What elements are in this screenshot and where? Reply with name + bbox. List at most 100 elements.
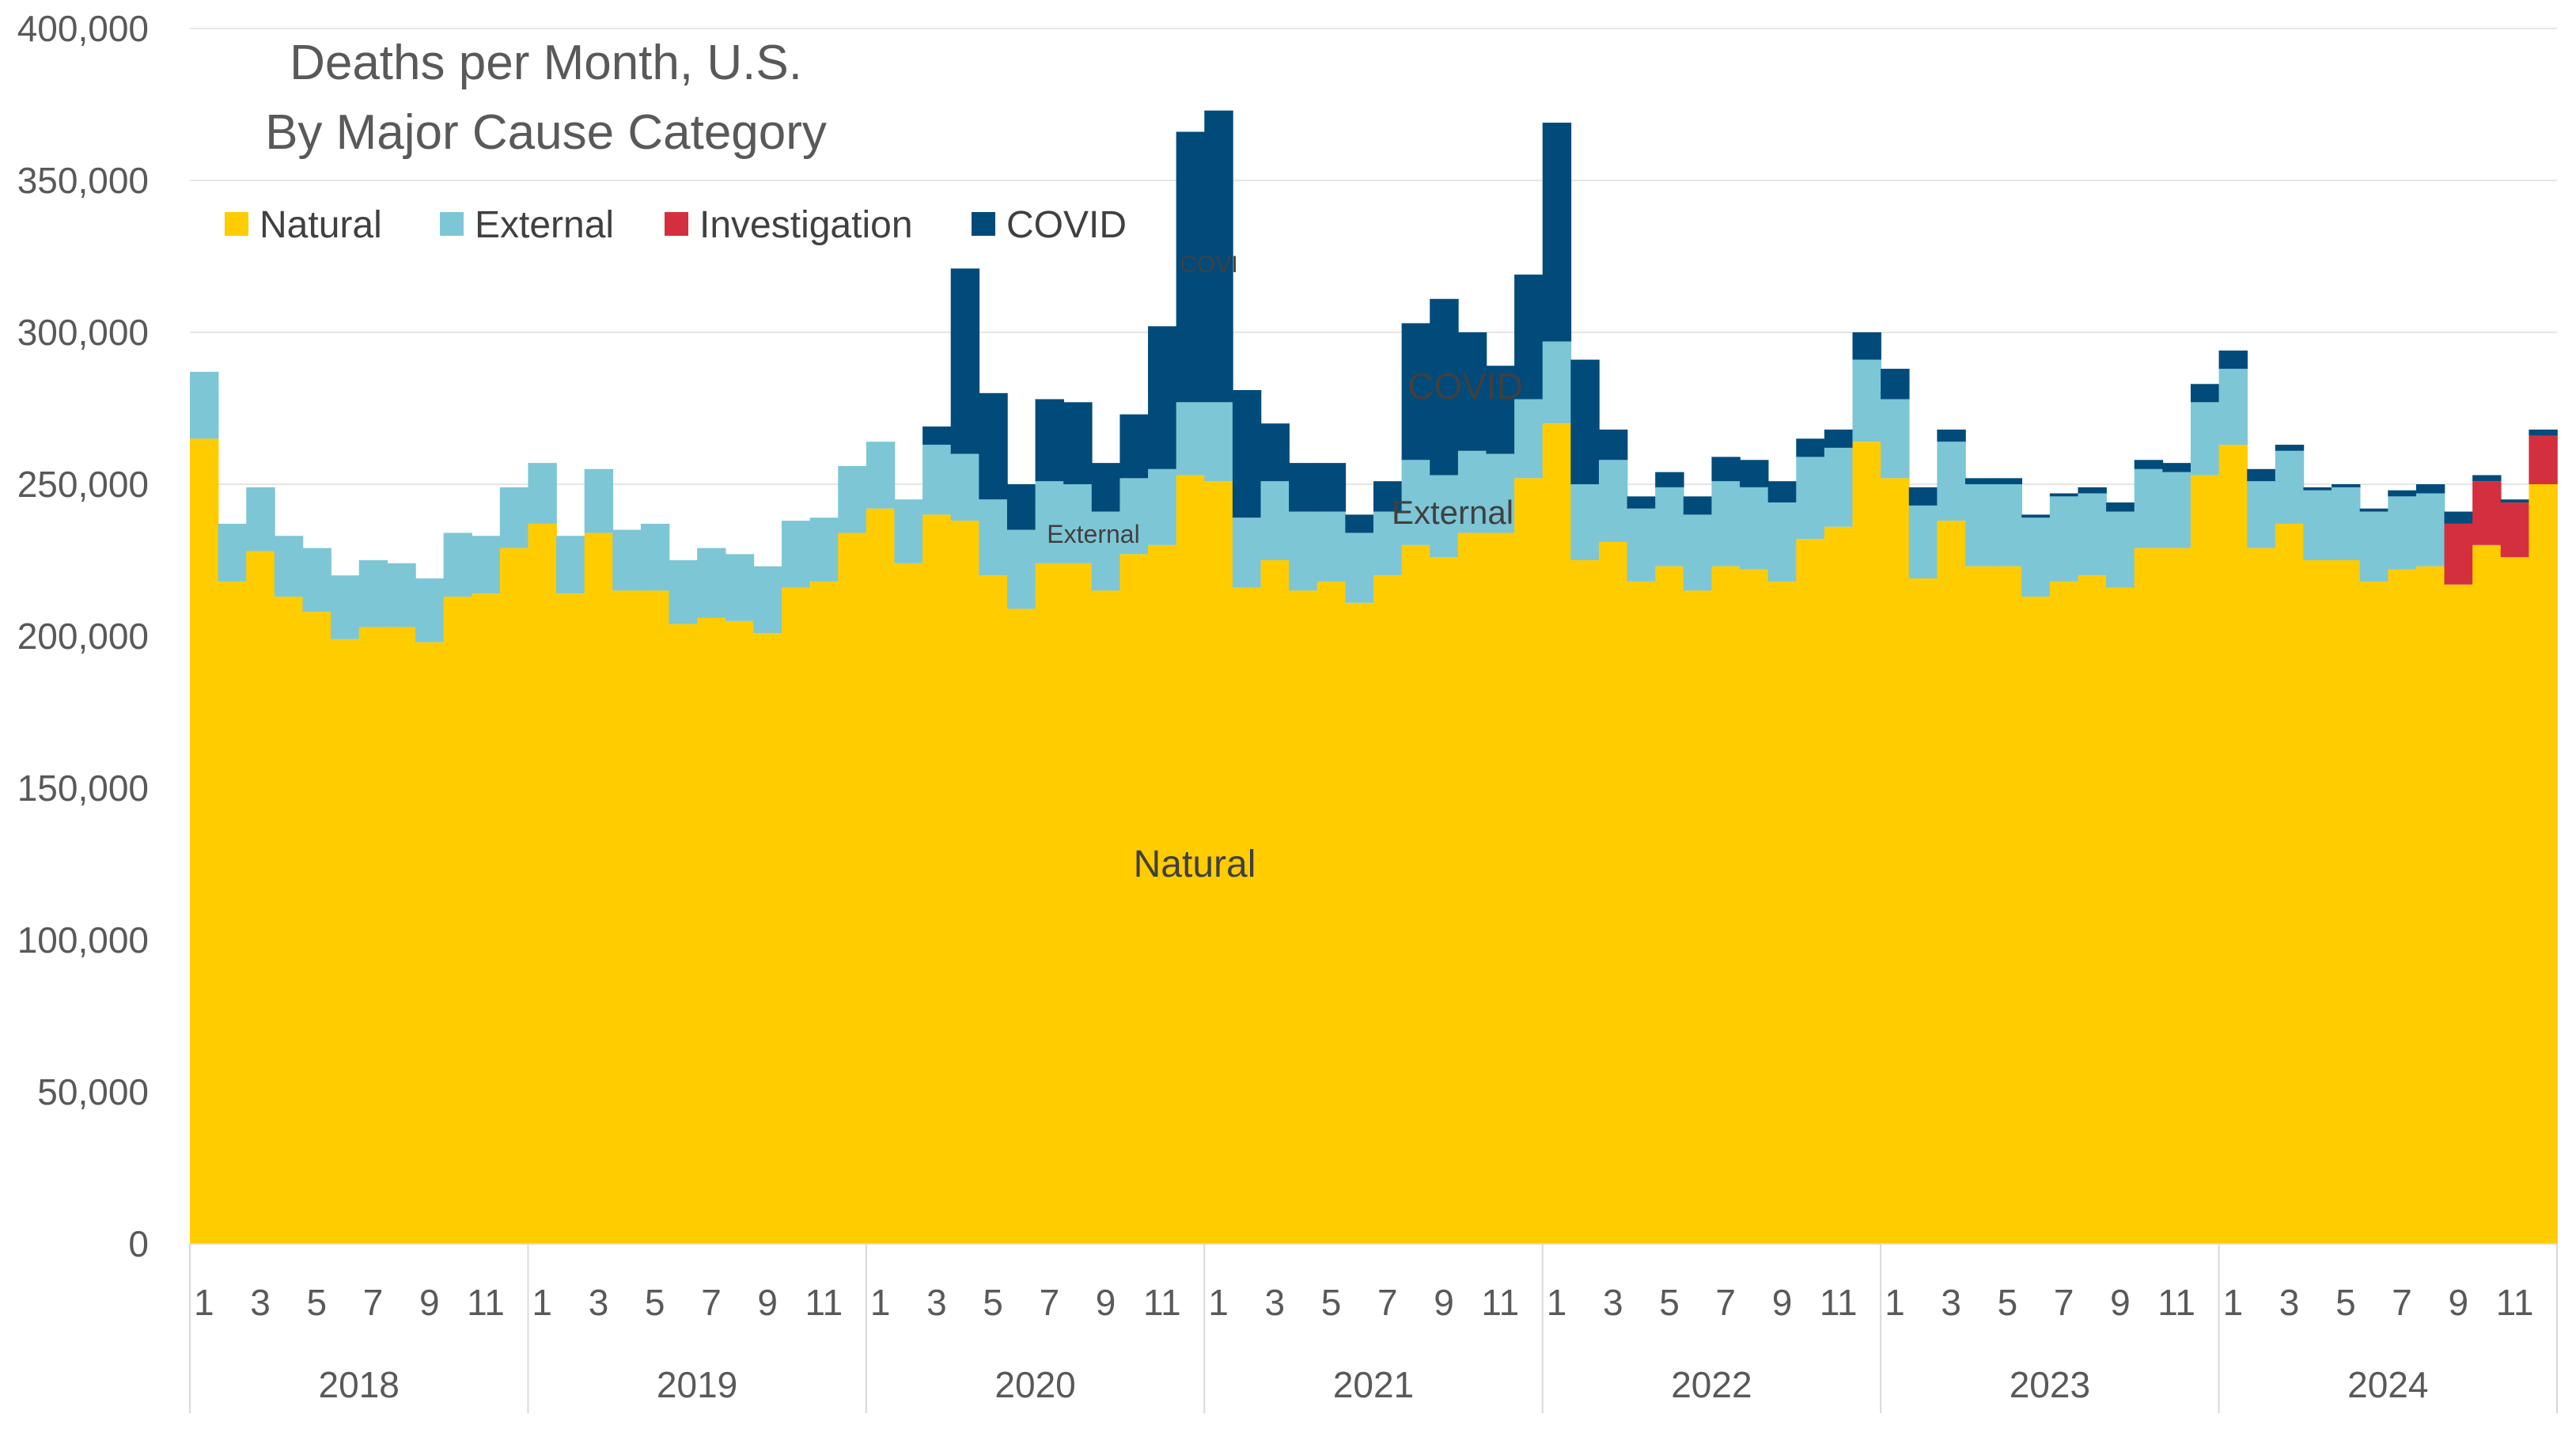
bar-covid [1767, 481, 1798, 503]
bar-natural [499, 548, 529, 1244]
bar-covid [1006, 484, 1036, 530]
bar-natural [1627, 581, 1656, 1244]
bar-natural [1937, 521, 1966, 1244]
bar-covid [1683, 496, 1713, 515]
bar-external [1542, 341, 1572, 424]
bar-external [331, 575, 360, 639]
bar-external [612, 529, 642, 591]
bar-external [2049, 496, 2079, 582]
bar-natural [331, 639, 360, 1244]
bar-natural [2190, 475, 2220, 1244]
bar-natural [1570, 560, 1600, 1244]
bar-covid [1908, 487, 1938, 506]
bar-external [1006, 529, 1036, 609]
bar-external [1176, 402, 1206, 476]
x-tick-label: 5 [983, 1282, 1003, 1323]
bar-natural [1289, 590, 1318, 1244]
bar-external [472, 536, 501, 594]
x-tick-label: 7 [2392, 1282, 2412, 1323]
bar-covid [2500, 499, 2530, 503]
bar-natural [1316, 581, 1347, 1244]
bar-external [979, 499, 1008, 576]
legend-swatch [972, 212, 995, 236]
bar-covid [2529, 429, 2558, 436]
bar-covid [2162, 463, 2191, 472]
bar-external [1486, 453, 1515, 533]
bar-covid [1345, 514, 1374, 533]
x-tick-label: 1 [870, 1282, 891, 1323]
bar-external [1711, 481, 1741, 567]
bar-investigation [2529, 435, 2558, 484]
x-tick-label: 11 [2157, 1282, 2195, 1323]
y-tick-label: 250,000 [17, 464, 149, 505]
bar-external [499, 487, 529, 548]
bar-natural [1740, 569, 1769, 1244]
legend-label: COVID [1006, 204, 1127, 246]
bar-natural [1711, 566, 1741, 1244]
y-tick-label: 0 [128, 1223, 149, 1264]
bar-natural [2444, 584, 2473, 1244]
bar-covid [2359, 508, 2389, 512]
bar-external [1289, 511, 1318, 591]
bar-external [556, 536, 585, 594]
bar-covid [1119, 414, 1149, 479]
bar-natural [1824, 526, 1854, 1244]
bar-external [1740, 487, 1769, 570]
bar-covid [2106, 502, 2135, 512]
bar-covid [1937, 429, 1966, 442]
bar-natural [2529, 484, 2558, 1244]
bar-covid [2472, 475, 2502, 482]
bar-external [1683, 514, 1713, 591]
bar-covid [1091, 463, 1121, 512]
bar-external [1316, 511, 1347, 582]
bar-external [415, 578, 445, 642]
bar-natural [1457, 533, 1487, 1244]
legend-swatch [665, 212, 688, 236]
bar-natural [1993, 566, 2023, 1244]
bar-external [2388, 496, 2417, 570]
bar-external [246, 487, 275, 552]
bar-natural [1345, 602, 1374, 1244]
bar-covid [1824, 429, 1854, 448]
bar-external [358, 560, 388, 627]
y-tick-label: 150,000 [17, 768, 149, 809]
bar-external [894, 499, 923, 563]
bar-external [2275, 450, 2305, 524]
bar-external [2134, 468, 2164, 548]
bar-covid [2078, 487, 2107, 494]
bar-external [2359, 511, 2389, 582]
y-tick-label: 300,000 [17, 312, 149, 353]
bar-external [1373, 511, 1403, 576]
chart-title: Deaths per Month, U.S. [290, 36, 802, 90]
bar-external [1598, 460, 1628, 542]
bar-natural [753, 633, 782, 1244]
bar-covid [922, 426, 952, 445]
bar-investigation [2500, 502, 2530, 558]
bar-natural [1091, 590, 1121, 1244]
x-tick-label: 3 [1941, 1282, 1961, 1323]
bar-natural [838, 533, 867, 1244]
bar-external [1345, 533, 1374, 603]
bar-natural [528, 523, 557, 1244]
bar-natural [1881, 478, 1910, 1244]
bar-covid [2021, 514, 2051, 518]
x-tick-label: 11 [467, 1282, 505, 1323]
legend-swatch [440, 212, 464, 236]
bar-natural [669, 624, 698, 1244]
bar-natural [1430, 557, 1459, 1244]
bar-natural [1598, 541, 1628, 1244]
bar-external [1119, 478, 1149, 555]
bar-covid [979, 392, 1008, 500]
x-tick-label: 1 [1547, 1282, 1567, 1323]
bar-natural [782, 587, 811, 1244]
bar-covid [1796, 438, 1825, 457]
bar-external [2218, 369, 2248, 445]
bar-external [782, 521, 811, 588]
bar-investigation [2444, 523, 2473, 585]
bar-external [1824, 447, 1854, 527]
bar-external [753, 566, 782, 634]
bar-natural [1063, 563, 1093, 1244]
bar-natural [1006, 608, 1036, 1244]
x-tick-label: 9 [1772, 1282, 1793, 1323]
x-tick-label: 11 [1143, 1282, 1181, 1323]
